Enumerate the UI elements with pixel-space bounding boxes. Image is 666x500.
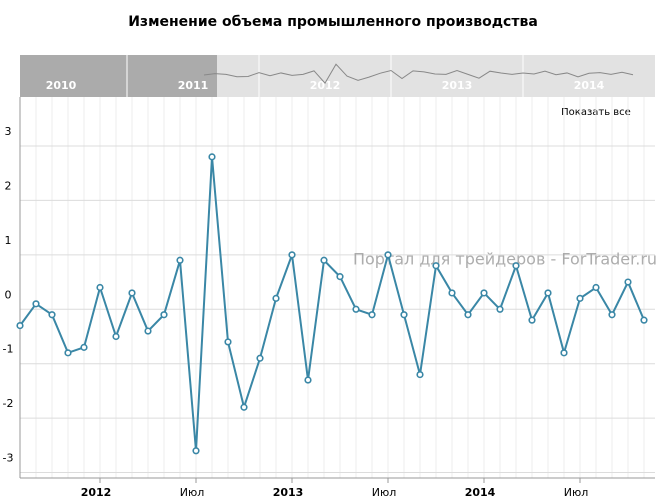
x-tick-label: 2013 bbox=[273, 486, 304, 499]
data-point bbox=[560, 349, 568, 357]
data-point bbox=[304, 376, 312, 384]
scrollbar-year-label: 2010 bbox=[46, 79, 77, 92]
data-point bbox=[176, 256, 184, 264]
y-tick-label: 3 bbox=[5, 125, 12, 138]
scrollbar-mini-line bbox=[203, 63, 634, 84]
x-tick-label: Июл bbox=[180, 486, 205, 499]
scrollbar-year-label: 2013 bbox=[442, 79, 473, 92]
data-point bbox=[320, 256, 328, 264]
data-point bbox=[272, 294, 280, 302]
data-point bbox=[576, 294, 584, 302]
data-point bbox=[464, 311, 472, 319]
data-point bbox=[224, 338, 232, 346]
data-point bbox=[448, 289, 456, 297]
data-point bbox=[640, 316, 648, 324]
x-tick-label: Июл bbox=[564, 486, 589, 499]
data-point bbox=[592, 283, 600, 292]
data-point bbox=[64, 349, 72, 357]
y-tick-label: -1 bbox=[3, 343, 14, 356]
data-point bbox=[96, 283, 104, 292]
scrollbar[interactable]: 2010 2011 2012 2013 2014 bbox=[20, 55, 655, 97]
y-tick-label: -2 bbox=[3, 397, 14, 410]
data-point bbox=[528, 316, 536, 324]
data-point bbox=[192, 447, 200, 455]
data-point bbox=[144, 327, 152, 335]
data-point bbox=[400, 311, 408, 319]
y-tick-label: 0 bbox=[5, 288, 12, 301]
x-tick-label: 2014 bbox=[465, 486, 496, 499]
data-point bbox=[432, 262, 440, 270]
data-point bbox=[32, 300, 40, 308]
data-point bbox=[112, 332, 120, 341]
watermark: Портал для трейдеров - ForTrader.ru bbox=[353, 250, 657, 269]
data-point bbox=[352, 305, 360, 313]
data-point bbox=[496, 305, 504, 313]
data-point bbox=[128, 289, 136, 297]
data-point bbox=[80, 343, 88, 351]
data-point bbox=[624, 278, 632, 286]
data-point bbox=[288, 251, 296, 259]
x-tick-label: 2012 bbox=[81, 486, 112, 499]
scrollbar-year-label: 2011 bbox=[178, 79, 209, 92]
scrollbar-unselected bbox=[20, 55, 217, 97]
y-tick-label: -3 bbox=[3, 452, 14, 465]
data-point bbox=[16, 322, 24, 330]
data-point bbox=[544, 289, 552, 297]
data-point bbox=[256, 354, 264, 362]
data-point bbox=[336, 273, 344, 281]
data-point bbox=[208, 153, 216, 161]
data-point bbox=[608, 311, 616, 319]
data-point bbox=[240, 403, 248, 411]
data-point bbox=[368, 311, 376, 319]
chart-title: Изменение объема промышленного производс… bbox=[128, 14, 538, 30]
data-point bbox=[160, 311, 168, 319]
scrollbar-year-label: 2014 bbox=[574, 79, 605, 92]
x-tick-label: Июл bbox=[372, 486, 397, 499]
y-tick-label: 1 bbox=[5, 234, 12, 247]
scrollbar-year-label: 2012 bbox=[310, 79, 341, 92]
data-point bbox=[384, 251, 392, 259]
y-tick-label: 2 bbox=[5, 179, 12, 192]
data-point bbox=[480, 289, 488, 297]
data-point bbox=[48, 311, 56, 319]
data-point bbox=[512, 262, 520, 270]
data-point bbox=[416, 370, 424, 379]
data-line bbox=[19, 156, 645, 451]
